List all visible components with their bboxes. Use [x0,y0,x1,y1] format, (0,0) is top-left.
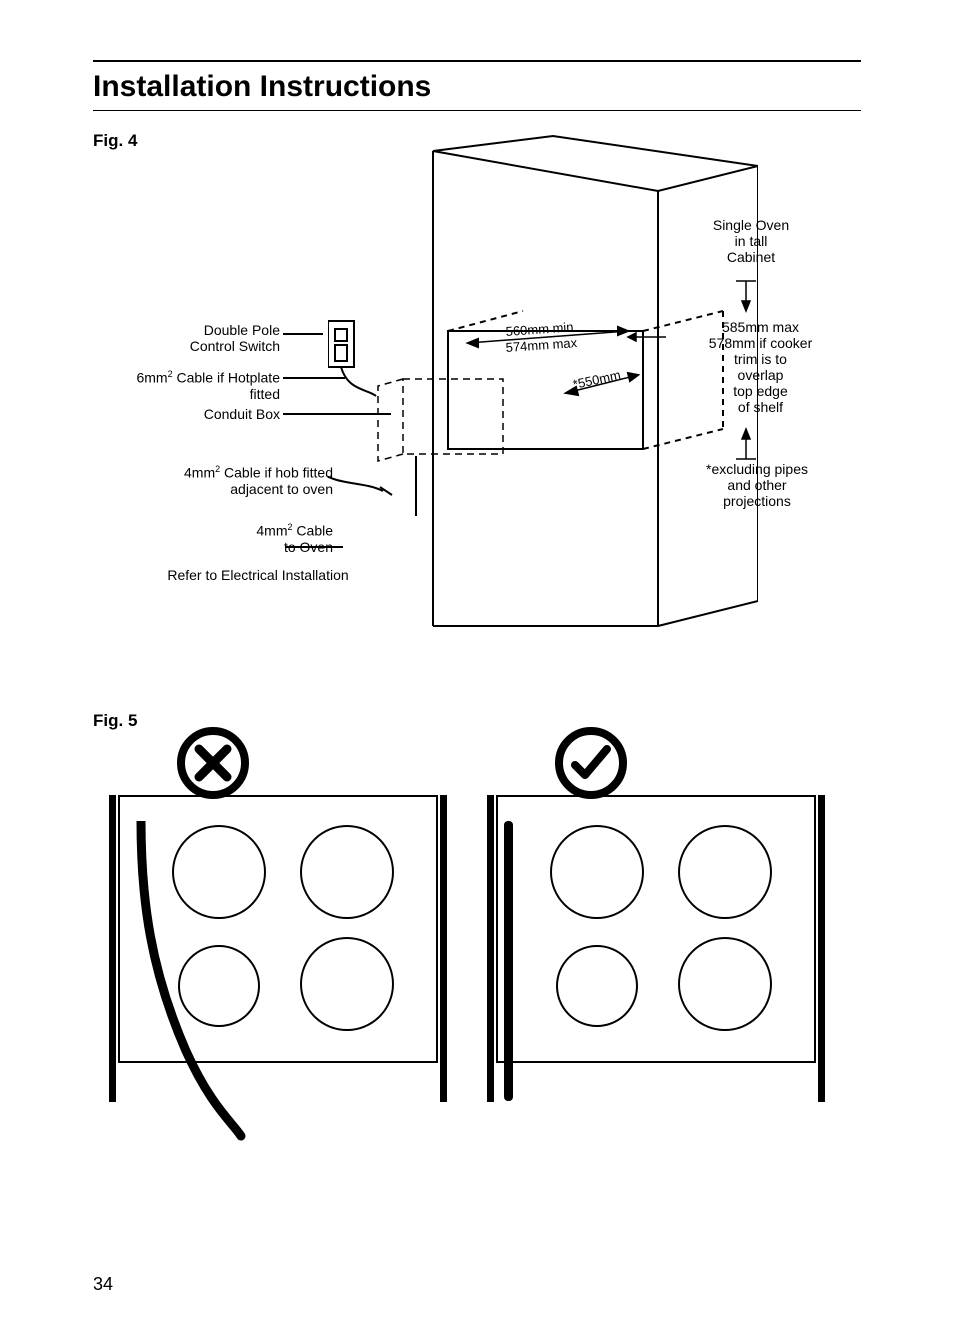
label-cable-hotplate: 6mm2 Cable if Hotplate fitted [105,369,280,402]
figure-5: Fig. 5 [93,711,861,1151]
label-cable-hob: 4mm2 Cable if hob fitted adjacent to ove… [133,464,333,497]
label-double-pole: Double Pole Control Switch [130,322,280,354]
counter-edge-right-correct [818,795,825,1102]
label-refer-electrical: Refer to Electrical Installation [133,567,383,583]
fig4-label: Fig. 4 [93,131,137,151]
correct-icon [555,727,627,799]
counter-edge-left-wrong [109,795,116,1102]
page-title: Installation Instructions [93,70,861,104]
label-excluding: *excluding pipes and other projections [687,461,827,509]
dim-depth: *550mm [572,367,622,392]
counter-edge-left-correct [487,795,494,1102]
page-number: 34 [93,1274,113,1295]
cable-correct [504,821,513,1101]
fig5-label: Fig. 5 [93,711,137,731]
wrong-icon [177,727,249,799]
cable-wrong [131,821,271,1141]
top-rule [93,60,861,62]
hob-correct [496,795,816,1063]
figure-4: Fig. 4 [93,131,861,671]
label-conduit-box: Conduit Box [130,406,280,422]
title-underline [93,110,861,111]
counter-edge-right-wrong [440,795,447,1102]
label-single-oven: Single Oven in tall Cabinet [691,217,811,265]
label-cable-oven: 4mm2 Cable to Oven [173,522,333,555]
label-height-note: 585mm max 578mm if cooker trim is to ove… [683,319,838,416]
